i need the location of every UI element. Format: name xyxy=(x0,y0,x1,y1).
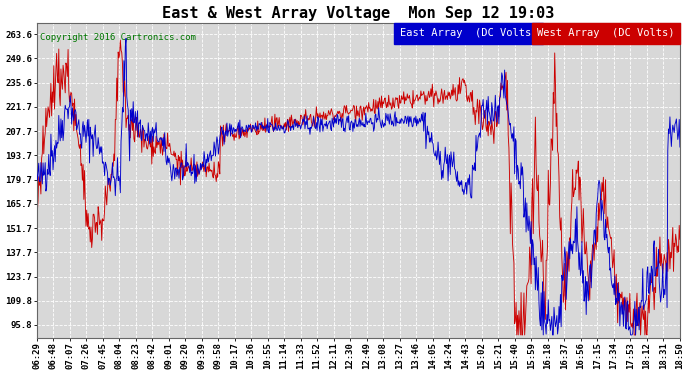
Text: Copyright 2016 Cartronics.com: Copyright 2016 Cartronics.com xyxy=(40,33,196,42)
Title: East & West Array Voltage  Mon Sep 12 19:03: East & West Array Voltage Mon Sep 12 19:… xyxy=(162,6,555,21)
Legend: East Array  (DC Volts), West Array  (DC Volts): East Array (DC Volts), West Array (DC Vo… xyxy=(400,28,675,38)
